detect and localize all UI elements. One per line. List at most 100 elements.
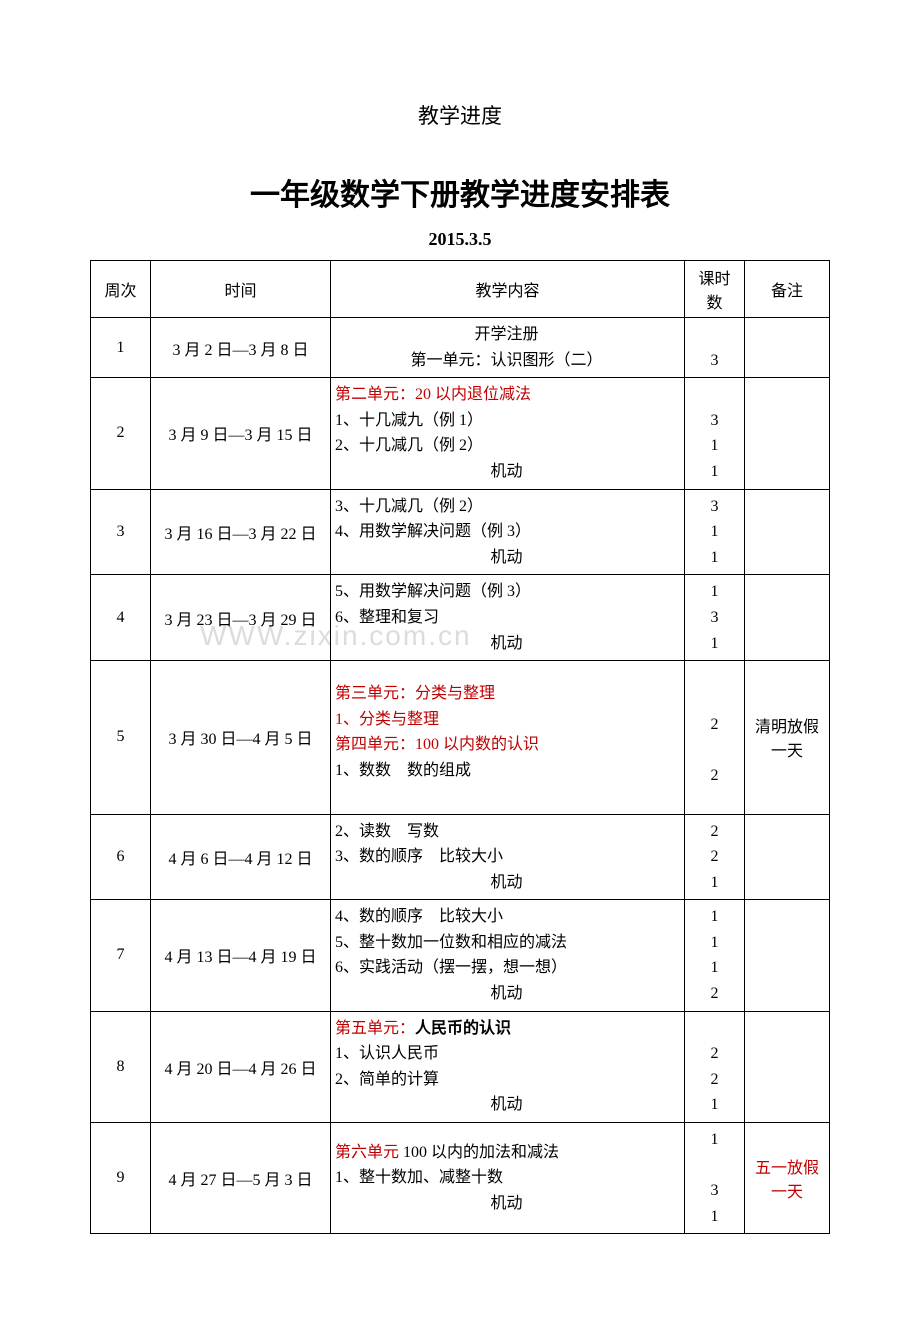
- hours-line: 1: [691, 870, 738, 896]
- hours-line: 3: [691, 494, 738, 520]
- hours-line: 2: [691, 1067, 738, 1093]
- hours-line: 2: [691, 844, 738, 870]
- content-line: 机动: [335, 545, 678, 571]
- cell-hours: 1112: [685, 900, 745, 1011]
- pre-title: 教学进度: [90, 100, 830, 130]
- content-line: 6、实践活动（摆一摆，想一想）: [335, 955, 678, 981]
- cell-hours: 3: [685, 318, 745, 378]
- hours-line: [691, 382, 738, 408]
- cell-notes: [745, 575, 830, 661]
- table-row: 23 月 9 日—3 月 15 日第二单元：20 以内退位减法1、十几减九（例 …: [91, 378, 830, 489]
- content-line: 第三单元：分类与整理: [335, 681, 678, 707]
- cell-week: 4: [91, 575, 151, 661]
- content-line: 4、用数学解决问题（例 3）: [335, 519, 678, 545]
- cell-hours: 1 31: [685, 1123, 745, 1234]
- hours-line: 2: [691, 819, 738, 845]
- cell-content: 第六单元 100 以内的加法和减法1、整十数加、减整十数机动: [331, 1123, 685, 1234]
- hours-line: 1: [691, 433, 738, 459]
- hours-line: [691, 1153, 738, 1179]
- hours-line: 2: [691, 1041, 738, 1067]
- cell-time: 4 月 20 日—4 月 26 日: [151, 1011, 331, 1122]
- cell-week: 9: [91, 1123, 151, 1234]
- content-line: 2、十几减几（例 2）: [335, 433, 678, 459]
- cell-time: 3 月 30 日—4 月 5 日: [151, 661, 331, 814]
- hours-line: 1: [691, 519, 738, 545]
- cell-content: 第二单元：20 以内退位减法1、十几减九（例 1）2、十几减几（例 2）机动: [331, 378, 685, 489]
- header-notes: 备注: [745, 261, 830, 318]
- date-line: 2015.3.5: [90, 229, 830, 250]
- table-row: 53 月 30 日—4 月 5 日第三单元：分类与整理1、分类与整理第四单元：1…: [91, 661, 830, 814]
- table-body: 13 月 2 日—3 月 8 日开学注册第一单元：认识图形（二） 323 月 9…: [91, 318, 830, 1234]
- cell-week: 1: [91, 318, 151, 378]
- cell-notes: [745, 489, 830, 575]
- content-line: 4、数的顺序 比较大小: [335, 904, 678, 930]
- cell-week: 8: [91, 1011, 151, 1122]
- header-content: 教学内容: [331, 261, 685, 318]
- cell-time: 4 月 13 日—4 月 19 日: [151, 900, 331, 1011]
- cell-week: 3: [91, 489, 151, 575]
- cell-content: 第五单元：人民币的认识1、认识人民币2、简单的计算机动: [331, 1011, 685, 1122]
- header-row: 周次 时间 教学内容 课时数 备注: [91, 261, 830, 318]
- content-line: 机动: [335, 631, 678, 657]
- hours-line: [691, 686, 738, 712]
- content-line: 2、简单的计算: [335, 1067, 678, 1093]
- content-line: 机动: [335, 1191, 678, 1217]
- cell-notes: [745, 318, 830, 378]
- cell-week: 6: [91, 814, 151, 900]
- content-line: 1、十几减九（例 1）: [335, 408, 678, 434]
- schedule-table: 周次 时间 教学内容 课时数 备注 13 月 2 日—3 月 8 日开学注册第一…: [90, 260, 830, 1234]
- content-line: 1、认识人民币: [335, 1041, 678, 1067]
- content-line: 机动: [335, 459, 678, 485]
- content-line: 机动: [335, 1092, 678, 1118]
- content-line: 1、整十数加、减整十数: [335, 1165, 678, 1191]
- hours-line: 3: [691, 348, 738, 374]
- table-row: 43 月 23 日—3 月 29 日5、用数学解决问题（例 3）6、整理和复习机…: [91, 575, 830, 661]
- cell-content: 4、数的顺序 比较大小5、整十数加一位数和相应的减法6、实践活动（摆一摆，想一想…: [331, 900, 685, 1011]
- hours-line: 1: [691, 459, 738, 485]
- hours-line: 3: [691, 605, 738, 631]
- content-line: 6、整理和复习: [335, 605, 678, 631]
- cell-time: 3 月 16 日—3 月 22 日: [151, 489, 331, 575]
- hours-line: 3: [691, 1178, 738, 1204]
- content-line: 第一单元：认识图形（二）: [335, 348, 678, 374]
- hours-line: [691, 737, 738, 763]
- cell-content: 开学注册第一单元：认识图形（二）: [331, 318, 685, 378]
- table-row: 64 月 6 日—4 月 12 日2、读数 写数3、数的顺序 比较大小机动221: [91, 814, 830, 900]
- content-line: 1、分类与整理: [335, 707, 678, 733]
- cell-time: 3 月 23 日—3 月 29 日: [151, 575, 331, 661]
- content-line: 机动: [335, 870, 678, 896]
- cell-notes: [745, 814, 830, 900]
- hours-line: 2: [691, 763, 738, 789]
- cell-hours: 2 2: [685, 661, 745, 814]
- content-line: 第二单元：20 以内退位减法: [335, 382, 678, 408]
- cell-hours: 221: [685, 1011, 745, 1122]
- content-line: 第六单元 100 以内的加法和减法: [335, 1140, 678, 1166]
- cell-notes: 五一放假一天: [745, 1123, 830, 1234]
- cell-hours: 131: [685, 575, 745, 661]
- cell-notes: 清明放假一天: [745, 661, 830, 814]
- hours-line: 1: [691, 1092, 738, 1118]
- cell-notes: [745, 900, 830, 1011]
- content-line: 第四单元：100 以内数的认识: [335, 732, 678, 758]
- content-line: 机动: [335, 981, 678, 1007]
- content-line: 2、读数 写数: [335, 819, 678, 845]
- cell-content: 第三单元：分类与整理1、分类与整理第四单元：100 以内数的认识1、数数 数的组…: [331, 661, 685, 814]
- content-line: 5、用数学解决问题（例 3）: [335, 579, 678, 605]
- main-title: 一年级数学下册教学进度安排表: [90, 170, 830, 214]
- table-row: 74 月 13 日—4 月 19 日4、数的顺序 比较大小5、整十数加一位数和相…: [91, 900, 830, 1011]
- content-line: 5、整十数加一位数和相应的减法: [335, 930, 678, 956]
- hours-line: 2: [691, 712, 738, 738]
- cell-hours: 311: [685, 378, 745, 489]
- hours-line: 1: [691, 1204, 738, 1230]
- hours-line: 1: [691, 579, 738, 605]
- hours-line: [691, 322, 738, 348]
- header-time: 时间: [151, 261, 331, 318]
- cell-time: 3 月 9 日—3 月 15 日: [151, 378, 331, 489]
- cell-notes: [745, 378, 830, 489]
- cell-content: 3、十几减几（例 2）4、用数学解决问题（例 3）机动: [331, 489, 685, 575]
- cell-hours: 221: [685, 814, 745, 900]
- cell-week: 7: [91, 900, 151, 1011]
- hours-line: 1: [691, 904, 738, 930]
- table-row: 84 月 20 日—4 月 26 日第五单元：人民币的认识1、认识人民币2、简单…: [91, 1011, 830, 1122]
- content-line: 1、数数 数的组成: [335, 758, 678, 784]
